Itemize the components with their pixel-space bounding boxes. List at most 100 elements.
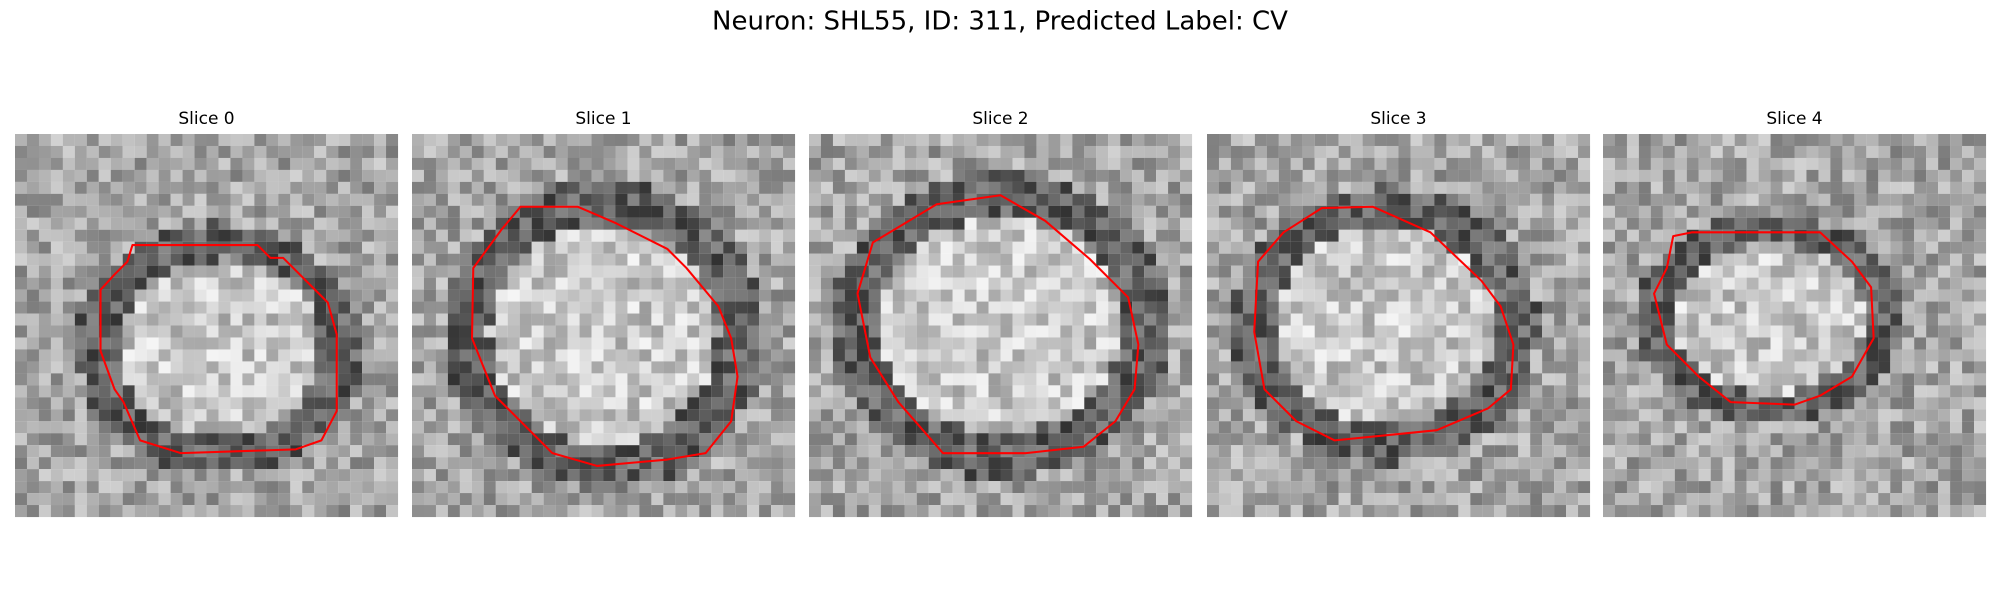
pixel	[1168, 421, 1181, 434]
pixel	[1096, 493, 1109, 506]
pixel	[362, 361, 375, 374]
pixel	[1542, 337, 1555, 350]
pixel	[146, 169, 159, 182]
pixel	[1938, 145, 1951, 159]
pixel	[844, 157, 857, 170]
pixel	[1048, 277, 1061, 290]
pixel	[435, 169, 448, 182]
pixel	[976, 181, 989, 194]
pixel	[194, 493, 207, 506]
pixel	[1386, 421, 1399, 434]
pixel	[495, 301, 508, 314]
pixel	[459, 241, 472, 254]
pixel	[1710, 325, 1723, 338]
pixel	[1168, 361, 1181, 374]
pixel	[1362, 421, 1375, 434]
pixel	[1770, 301, 1783, 314]
pixel	[687, 325, 700, 338]
pixel	[326, 145, 339, 159]
pixel	[735, 397, 748, 410]
pixel	[242, 421, 255, 434]
pixel	[1974, 373, 1987, 386]
pixel	[15, 169, 28, 182]
pixel	[1902, 313, 1915, 326]
pixel	[1278, 313, 1291, 326]
pixel	[1830, 397, 1843, 410]
pixel	[146, 457, 159, 470]
pixel	[170, 469, 183, 482]
contour	[856, 194, 1140, 455]
pixel	[1350, 457, 1363, 470]
pixel	[1386, 253, 1399, 266]
pixel	[242, 349, 255, 362]
pixel	[1386, 493, 1399, 506]
pixel	[579, 313, 592, 326]
pixel	[447, 457, 460, 470]
pixel	[447, 445, 460, 458]
pixel	[603, 421, 616, 434]
pixel	[170, 265, 183, 278]
pixel	[86, 193, 99, 206]
pixel	[1626, 445, 1639, 458]
pixel	[1566, 445, 1579, 458]
pixel	[627, 241, 640, 254]
pixel	[1422, 505, 1435, 518]
pixel	[531, 181, 544, 194]
pixel	[1603, 433, 1616, 446]
pixel	[1278, 373, 1291, 386]
pixel	[1024, 457, 1037, 470]
pixel	[675, 217, 688, 230]
pixel	[555, 313, 568, 326]
pixel	[1218, 481, 1232, 494]
pixel	[483, 505, 496, 518]
pixel	[1710, 421, 1723, 434]
pixel	[1374, 301, 1387, 314]
pixel	[1302, 217, 1315, 230]
pixel	[567, 301, 580, 314]
pixel	[1242, 385, 1255, 398]
pixel	[447, 265, 460, 278]
pixel	[591, 481, 604, 494]
pixel	[230, 301, 243, 314]
pixel	[1434, 301, 1447, 314]
pixel	[86, 337, 99, 350]
pixel	[146, 469, 159, 482]
pixel	[1542, 469, 1555, 482]
pixel	[1506, 397, 1519, 410]
pixel	[74, 409, 87, 422]
pixel	[771, 397, 784, 410]
pixel	[350, 337, 363, 350]
pixel	[1012, 337, 1025, 350]
pixel	[194, 169, 207, 182]
pixel	[579, 134, 592, 147]
pixel	[1914, 301, 1927, 314]
pixel	[1530, 301, 1543, 314]
pixel	[687, 373, 700, 386]
pixel	[1156, 205, 1169, 218]
pixel	[338, 493, 351, 506]
pixel	[1108, 325, 1121, 338]
pixel	[892, 265, 905, 278]
pixel	[423, 385, 437, 398]
pixel	[412, 337, 425, 350]
pixel	[567, 169, 580, 182]
pixel	[1458, 469, 1471, 482]
pixel	[1746, 253, 1759, 266]
pixel	[1554, 337, 1567, 350]
pixel	[1950, 313, 1963, 326]
pixel	[976, 469, 989, 482]
pixel	[1662, 217, 1675, 230]
pixel	[1542, 505, 1555, 518]
pixel	[1818, 373, 1831, 386]
pixel	[1530, 433, 1543, 446]
pixel	[1842, 169, 1855, 182]
pixel	[1434, 409, 1447, 422]
pixel	[338, 193, 351, 206]
pixel	[1434, 277, 1447, 290]
pixel	[1518, 301, 1531, 314]
pixel	[735, 265, 748, 278]
pixel	[1120, 505, 1133, 518]
pixel	[266, 265, 279, 278]
pixel	[459, 325, 472, 338]
pixel	[1362, 217, 1375, 230]
